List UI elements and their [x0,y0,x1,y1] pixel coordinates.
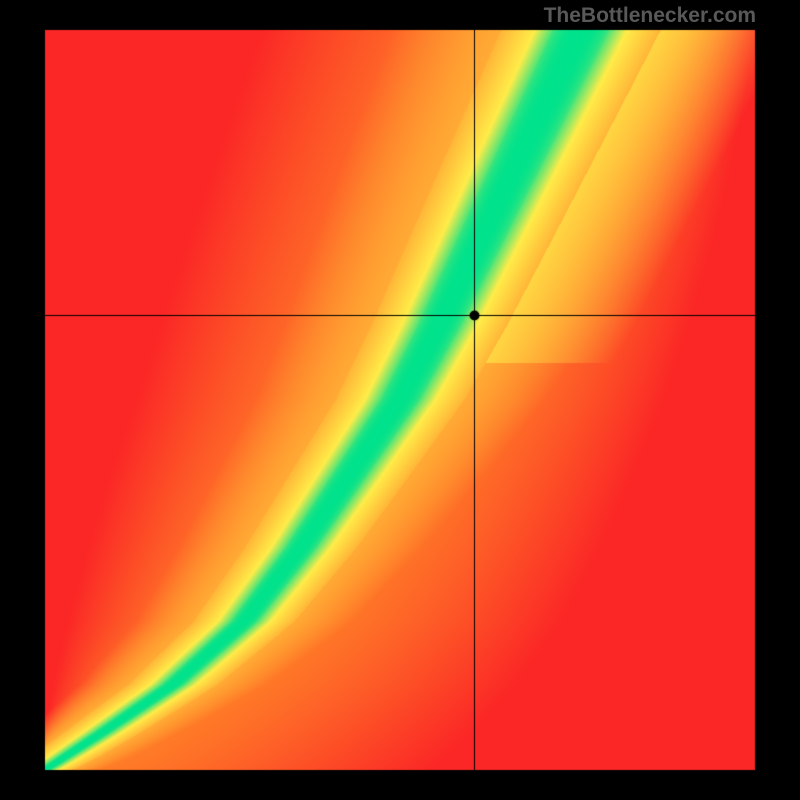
chart-container: TheBottlenecker.com [0,0,800,800]
watermark-text: TheBottlenecker.com [544,4,756,28]
heatmap-canvas [0,0,800,800]
